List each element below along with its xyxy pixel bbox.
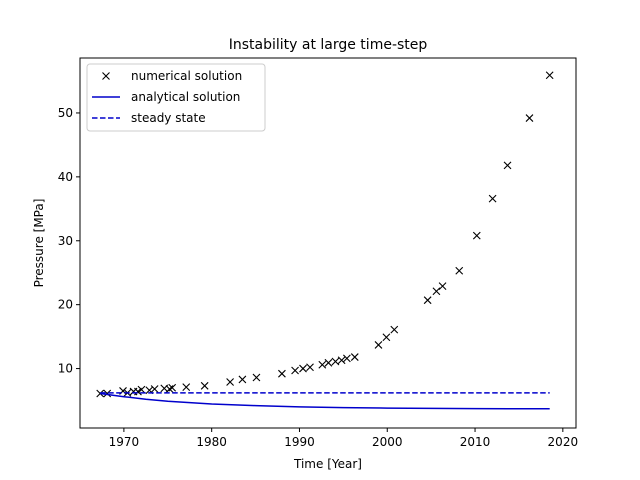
legend-label: numerical solution xyxy=(131,69,242,83)
point-stroke xyxy=(423,296,432,305)
point-stroke xyxy=(525,114,534,122)
data-point xyxy=(382,333,391,342)
x-tick-label: 1990 xyxy=(284,435,315,449)
data-point xyxy=(238,375,247,384)
data-point xyxy=(331,357,340,366)
point-stroke xyxy=(472,231,481,240)
point-stroke xyxy=(337,356,346,365)
point-stroke xyxy=(438,282,447,291)
data-point xyxy=(503,161,512,170)
point-stroke xyxy=(168,383,177,392)
point-stroke xyxy=(324,358,333,367)
data-point xyxy=(390,325,399,334)
point-stroke xyxy=(238,375,247,384)
chart-title: Instability at large time-step xyxy=(229,37,428,53)
y-tick-label: 40 xyxy=(58,170,73,184)
data-point xyxy=(226,378,235,386)
data-point xyxy=(545,71,554,80)
point-stroke xyxy=(306,363,314,372)
data-point xyxy=(423,296,432,305)
data-point xyxy=(432,287,441,296)
data-point xyxy=(150,385,159,393)
point-stroke xyxy=(331,357,340,366)
y-axis-label: Pressure [MPa] xyxy=(32,199,46,288)
analytical-solution-line xyxy=(100,392,550,410)
point-stroke xyxy=(488,194,497,203)
data-point xyxy=(182,383,191,391)
x-tick-label: 2020 xyxy=(548,435,579,449)
legend-label: analytical solution xyxy=(131,90,240,104)
point-stroke xyxy=(103,389,112,398)
data-point xyxy=(168,383,177,392)
x-axis-label: Time [Year] xyxy=(293,457,362,471)
data-point xyxy=(350,353,359,361)
y-tick-label: 50 xyxy=(58,106,73,120)
data-point xyxy=(525,114,534,122)
point-stroke xyxy=(150,385,159,393)
point-stroke xyxy=(278,369,286,378)
point-stroke xyxy=(374,341,383,349)
data-point xyxy=(103,389,112,398)
data-point xyxy=(291,366,299,375)
data-point xyxy=(324,358,333,367)
data-point xyxy=(137,385,146,394)
data-point xyxy=(374,341,383,349)
legend-label: steady state xyxy=(131,111,206,125)
axes-frame xyxy=(79,57,577,429)
point-stroke xyxy=(145,386,154,395)
legend-box xyxy=(86,63,266,132)
axis-ticks: 1970 1980 1990 2000 2010 2020 10 20 30 40 50 xyxy=(58,106,578,449)
point-stroke xyxy=(455,266,464,275)
point-stroke xyxy=(291,366,299,375)
data-point xyxy=(318,360,327,369)
point-stroke xyxy=(200,381,209,390)
legend-marker xyxy=(102,72,110,80)
y-tick-label: 10 xyxy=(58,362,73,376)
point-stroke xyxy=(299,364,307,373)
data-point xyxy=(337,356,346,365)
x-tick-label: 1970 xyxy=(109,435,140,449)
data-point xyxy=(200,381,209,390)
point-stroke xyxy=(226,378,235,386)
x-tick-label: 2010 xyxy=(460,435,491,449)
legend: numerical solution analytical solution ste… xyxy=(86,63,266,132)
x-tick-label: 2000 xyxy=(372,435,403,449)
point-stroke xyxy=(318,360,327,369)
point-stroke xyxy=(350,353,359,361)
point-stroke xyxy=(432,287,441,296)
point-stroke xyxy=(137,385,146,394)
data-point xyxy=(472,231,481,240)
point-stroke xyxy=(390,325,399,334)
y-tick-label: 20 xyxy=(58,298,73,312)
data-point xyxy=(342,354,351,363)
point-stroke xyxy=(182,383,191,391)
data-point xyxy=(96,389,105,398)
plot-area xyxy=(96,71,554,410)
legend-entry: numerical solution xyxy=(102,69,242,83)
point-stroke xyxy=(503,161,512,170)
point-stroke xyxy=(342,354,351,363)
point-stroke xyxy=(96,389,105,398)
legend-entry: steady state xyxy=(92,111,206,125)
x-tick-label: 1980 xyxy=(196,435,227,449)
data-point xyxy=(438,282,447,291)
data-point xyxy=(306,363,314,372)
data-point xyxy=(278,369,286,378)
legend-entry: analytical solution xyxy=(92,90,240,104)
data-point xyxy=(299,364,307,373)
point-stroke xyxy=(252,373,261,382)
point-stroke xyxy=(382,333,391,342)
data-point xyxy=(488,194,497,203)
data-point xyxy=(455,266,464,275)
point-stroke xyxy=(545,71,554,80)
y-tick-label: 30 xyxy=(58,234,73,248)
data-point xyxy=(252,373,261,382)
